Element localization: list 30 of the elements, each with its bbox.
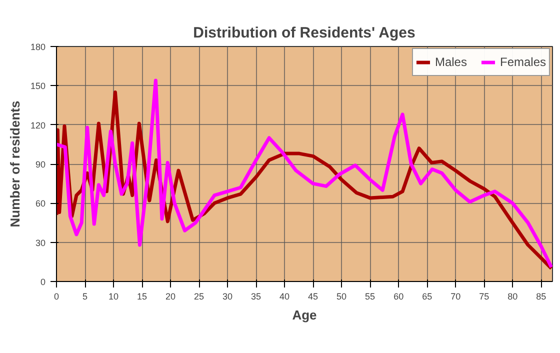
x-tick-label: 30 — [222, 292, 233, 302]
x-tick-label: 70 — [450, 292, 461, 302]
x-tick-label: 20 — [166, 292, 176, 302]
x-tick-label: 40 — [280, 292, 290, 302]
x-tick-label: 65 — [422, 292, 432, 302]
chart-title: Distribution of Residents' Ages — [193, 24, 416, 42]
x-tick-label: 10 — [108, 292, 119, 302]
x-tick-label: 0 — [54, 292, 60, 302]
x-tick-label: 75 — [479, 292, 490, 302]
y-tick-label: 30 — [35, 238, 46, 248]
x-tick-label: 5 — [82, 292, 88, 302]
x-tick-label: 15 — [137, 292, 148, 302]
x-tick-label: 35 — [251, 292, 262, 302]
y-tick-label: 60 — [35, 198, 46, 209]
legend-label: Females — [500, 55, 546, 69]
y-tick-label: 120 — [30, 120, 46, 130]
x-tick-label: 50 — [336, 292, 347, 302]
x-tick-label: 85 — [536, 292, 546, 302]
y-tick-label: 180 — [30, 42, 46, 52]
y-tick-label: 150 — [30, 81, 46, 92]
x-axis-title: Age — [292, 308, 317, 322]
x-tick-label: 80 — [508, 292, 518, 302]
legend-label: Males — [434, 55, 467, 69]
y-tick-label: 90 — [35, 160, 46, 170]
x-tick-label: 25 — [194, 292, 204, 302]
x-tick-label: 55 — [365, 292, 376, 302]
y-tick-label: 0 — [40, 277, 46, 287]
y-axis-title: Number of residents — [7, 100, 22, 228]
x-tick-label: 60 — [394, 292, 404, 302]
x-tick-label: 45 — [308, 292, 318, 302]
